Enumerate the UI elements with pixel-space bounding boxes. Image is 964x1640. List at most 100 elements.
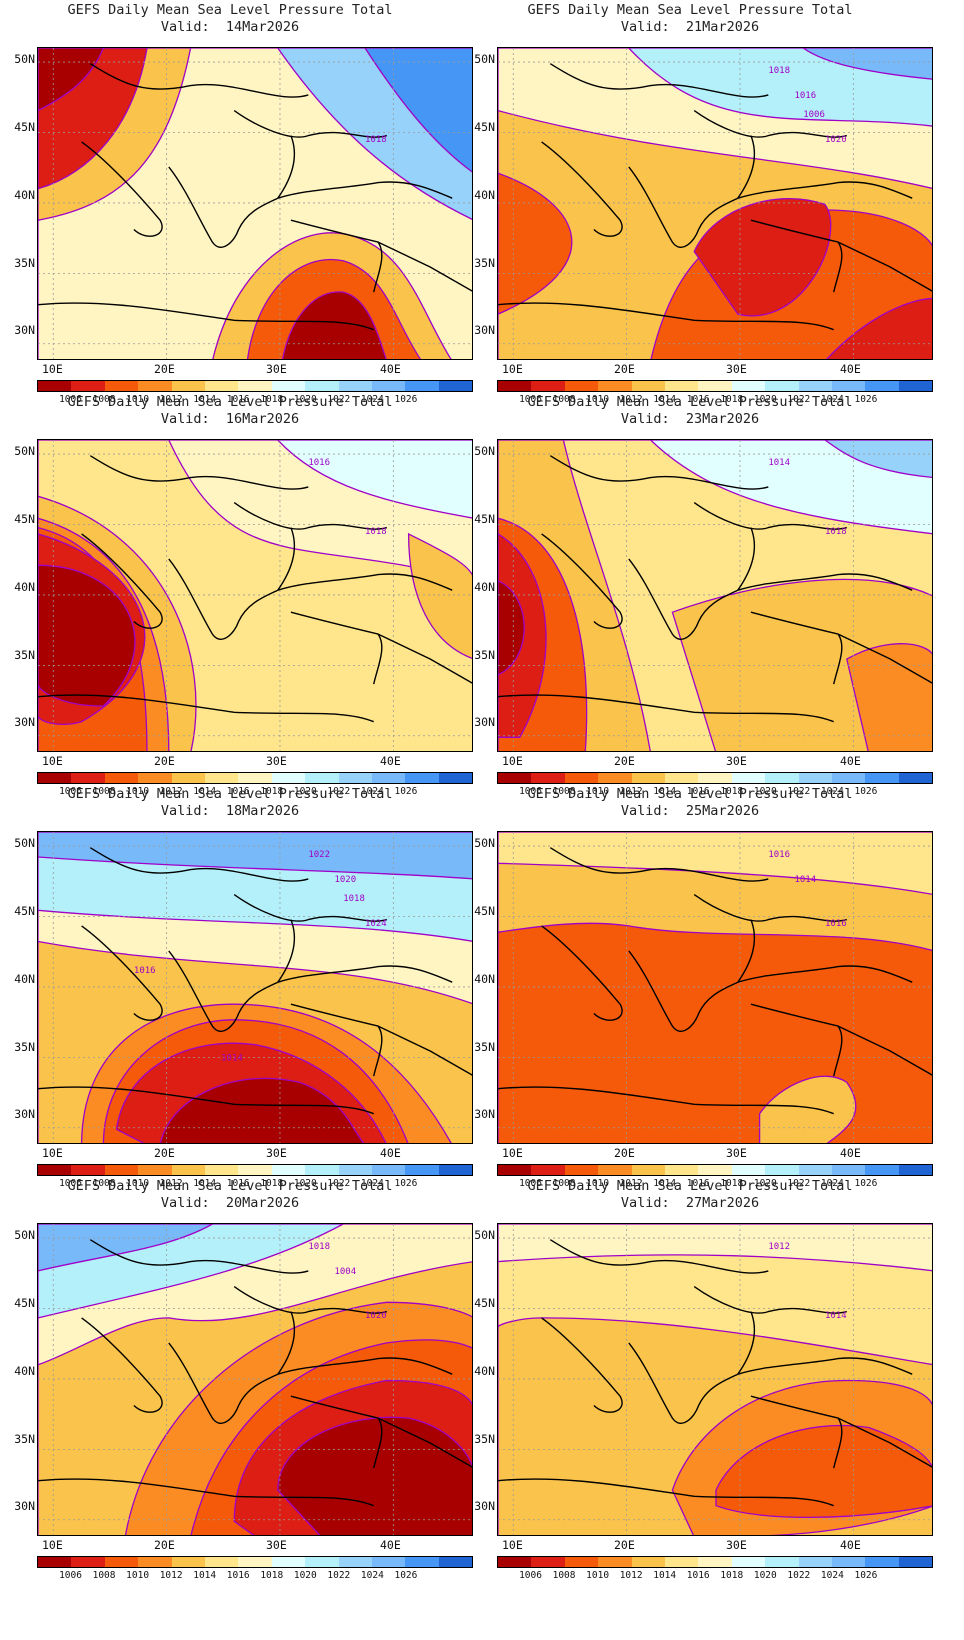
pressure-map: 1014 1012 [497, 1223, 933, 1536]
pressure-band [159, 1077, 365, 1143]
pressure-field: 1024 1022 1020 1018 1016 1014 [38, 832, 472, 1143]
colorbar-label: 1024 [360, 1178, 384, 1189]
colorbar-swatch [338, 773, 372, 783]
colorbar-label: 1020 [293, 394, 317, 405]
latitude-label: 35N [474, 1432, 495, 1446]
colorbar-swatch [138, 1165, 172, 1175]
colorbar-swatch [898, 773, 933, 783]
latitude-label: 45N [474, 512, 495, 526]
colorbar-swatch [238, 1165, 272, 1175]
colorbar-swatch [438, 1165, 473, 1175]
coastline [541, 925, 623, 1021]
pressure-map: 1018 1016 [37, 439, 473, 752]
colorbar-label: 1014 [193, 1570, 217, 1581]
colorbar-swatch [238, 1557, 272, 1567]
colorbar-swatch [831, 1557, 866, 1567]
colorbar-swatch [138, 381, 172, 391]
colorbar-label: 1026 [394, 1570, 418, 1581]
longitude-label: 40E [380, 362, 401, 376]
pressure-band [715, 1424, 932, 1518]
colorbar-swatch [238, 773, 272, 783]
coastline [737, 965, 913, 983]
colorbar-label: 1016 [226, 394, 250, 405]
coastline [498, 694, 834, 723]
longitude-label: 30E [266, 362, 287, 376]
coastline [693, 894, 847, 922]
colorbar-label: 1024 [820, 394, 844, 405]
map-panel-6: GEFS Daily Mean Sea Level Pressure Total… [460, 784, 933, 1189]
longitude-label: 10E [502, 754, 523, 768]
pressure-field: 1018 1014 [498, 440, 932, 751]
isobar-label: 1016 [308, 458, 330, 468]
colorbar-label: 1018 [260, 786, 284, 797]
colorbar-label: 1012 [619, 1570, 643, 1581]
coastline [168, 166, 279, 248]
colorbar-label: 1014 [653, 1178, 677, 1189]
panel-valid-date: Valid: 20Mar2026 [160, 1195, 300, 1211]
colorbar-swatch [271, 1165, 306, 1175]
colorbar-label: 1016 [226, 1570, 250, 1581]
coastline [628, 558, 739, 640]
longitude-label: 10E [42, 754, 63, 768]
colorbar-swatch [498, 381, 532, 391]
colorbar-label: 1008 [552, 1178, 576, 1189]
colorbar-label: 1010 [586, 1178, 610, 1189]
pressure-map: 1018 1014 [497, 439, 933, 752]
colorbar-swatch [371, 1165, 406, 1175]
isobar-label: 1022 [308, 850, 330, 860]
colorbar-label: 1018 [720, 1570, 744, 1581]
colorbar-label: 1012 [159, 394, 183, 405]
pressure-band [281, 291, 387, 359]
coastline [737, 135, 755, 199]
coastline [233, 110, 387, 138]
longitude-label: 30E [726, 362, 747, 376]
colorbar [497, 380, 933, 392]
panel-title: GEFS Daily Mean Sea Level Pressure Total [67, 1178, 393, 1194]
longitude-label: 40E [380, 1538, 401, 1552]
coastline [498, 1086, 834, 1115]
colorbar-swatch [598, 381, 632, 391]
latitude-label: 45N [474, 120, 495, 134]
latitude-label: 40N [474, 580, 495, 594]
colorbar-swatch [598, 1557, 632, 1567]
colorbar-label: 1026 [854, 786, 878, 797]
colorbar-label: 1024 [820, 1570, 844, 1581]
latitude-label: 50N [14, 444, 35, 458]
coastline [837, 1025, 932, 1076]
panel-title: GEFS Daily Mean Sea Level Pressure Total [67, 786, 393, 802]
coastline [737, 1311, 755, 1375]
coastline [277, 135, 295, 199]
coastline [290, 1395, 383, 1469]
colorbar-swatch [498, 773, 532, 783]
pressure-field: 1020 1018 1004 [38, 1224, 472, 1535]
coastline [277, 527, 295, 591]
latitude-label: 30N [474, 1499, 495, 1513]
isobar-label: 1016 [825, 919, 847, 929]
latitude-label: 40N [14, 1364, 35, 1378]
colorbar-label: 1010 [586, 394, 610, 405]
colorbar-label: 1016 [226, 786, 250, 797]
coastline [81, 141, 163, 237]
colorbar-swatch [38, 1557, 72, 1567]
colorbar-label: 1008 [92, 1570, 116, 1581]
colorbar-label: 1014 [193, 786, 217, 797]
pressure-band [38, 1224, 214, 1272]
map-panel-4: GEFS Daily Mean Sea Level Pressure Total… [460, 392, 933, 797]
panel-title: GEFS Daily Mean Sea Level Pressure Total [527, 2, 853, 18]
colorbar-label: 1022 [787, 1178, 811, 1189]
colorbar-swatch [898, 1557, 933, 1567]
colorbar-swatch [138, 773, 172, 783]
colorbar-swatch [305, 1557, 339, 1567]
colorbar-label: 1018 [260, 394, 284, 405]
coastline [277, 1311, 295, 1375]
coastline [377, 1417, 472, 1468]
colorbar-swatch [898, 1165, 933, 1175]
colorbar-label: 1020 [293, 1570, 317, 1581]
colorbar-swatch [71, 1165, 105, 1175]
pressure-band [407, 532, 472, 659]
colorbar-label: 1010 [126, 786, 150, 797]
colorbar-label: 1012 [159, 786, 183, 797]
colorbar-swatch [271, 773, 306, 783]
colorbar-swatch [698, 1165, 732, 1175]
panel-valid-date: Valid: 21Mar2026 [620, 19, 760, 35]
